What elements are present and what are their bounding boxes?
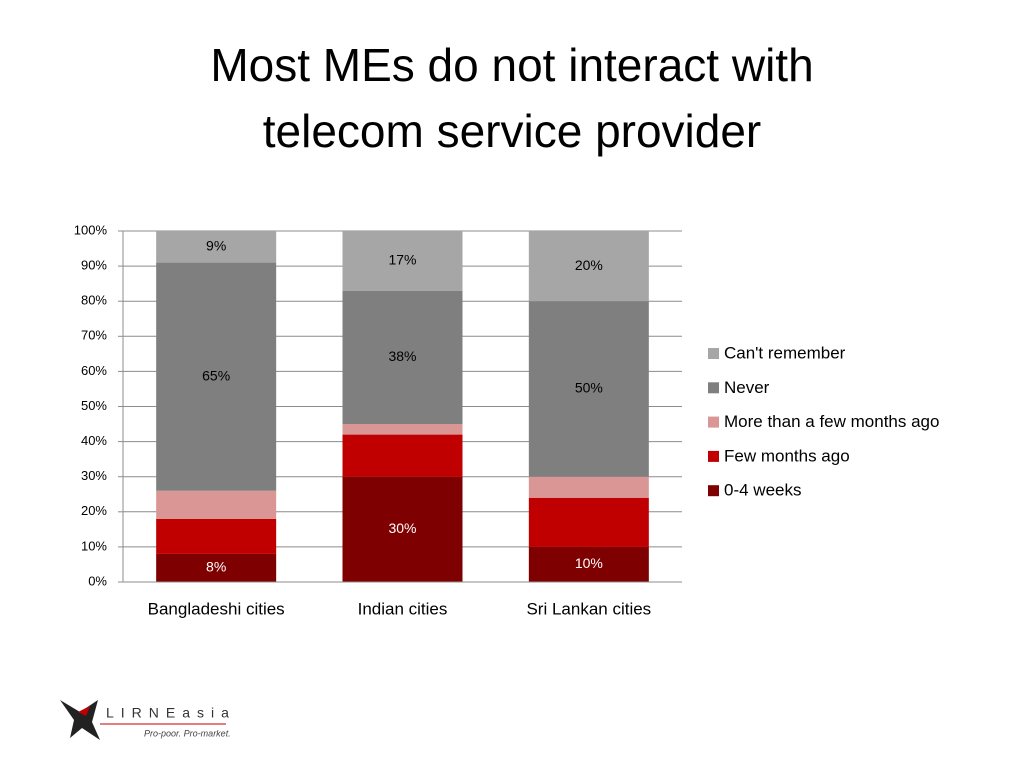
- bar-segment: [528, 497, 649, 547]
- y-tick-label: 0%: [88, 573, 107, 588]
- bar-segment: [528, 231, 649, 302]
- y-tick-label: 80%: [81, 293, 107, 308]
- bar-segment: [156, 518, 277, 554]
- legend-label: Never: [724, 378, 770, 397]
- y-tick-label: 70%: [81, 328, 107, 343]
- x-tick-label: Sri Lankan cities: [526, 599, 651, 618]
- y-tick-label: 50%: [81, 398, 107, 413]
- legend-swatch: [708, 416, 719, 428]
- bar-segment: [342, 434, 463, 477]
- bar-segment: [342, 424, 463, 435]
- bar-segment: [342, 476, 463, 582]
- logo-accent: [78, 706, 90, 716]
- bar-segment: [156, 231, 277, 263]
- legend-swatch: [708, 382, 719, 394]
- bar-segment: [156, 262, 277, 491]
- data-label: 9%: [206, 237, 226, 253]
- legend-label: More than a few months ago: [724, 412, 939, 431]
- legend-swatch: [708, 450, 719, 462]
- chart-title: Most MEs do not interact with telecom se…: [210, 39, 814, 157]
- y-tick-label: 60%: [81, 363, 107, 378]
- y-tick-label: 10%: [81, 538, 107, 553]
- data-label: 8%: [206, 559, 226, 575]
- data-label: 38%: [388, 348, 416, 364]
- x-tick-label: Indian cities: [358, 599, 448, 618]
- legend-swatch: [708, 485, 719, 497]
- legend-swatch: [708, 348, 719, 359]
- logo-mark: [60, 700, 100, 740]
- logo-tagline: Pro-poor. Pro-market.: [144, 728, 231, 738]
- bar-segment: [528, 546, 649, 582]
- logo-name: LIRNEasia: [106, 705, 236, 721]
- x-tick-label: Bangladeshi cities: [148, 599, 285, 618]
- bar-segment: [156, 553, 277, 582]
- data-label: 50%: [575, 380, 603, 396]
- bar-segment: [528, 301, 649, 477]
- legend-label: 0-4 weeks: [724, 481, 801, 500]
- bar-segment: [342, 290, 463, 425]
- data-label: 20%: [575, 257, 603, 273]
- y-tick-label: 30%: [81, 468, 107, 483]
- data-label: 17%: [388, 252, 416, 268]
- data-label: 30%: [388, 520, 416, 536]
- y-tick-label: 20%: [81, 503, 107, 518]
- data-label: 10%: [575, 555, 603, 571]
- y-tick-label: 100%: [74, 222, 108, 237]
- bar-segment: [528, 476, 649, 498]
- bar-segment: [156, 490, 277, 519]
- y-tick-label: 90%: [81, 258, 107, 273]
- data-label: 65%: [202, 367, 230, 383]
- legend-label: Few months ago: [724, 446, 850, 465]
- y-tick-label: 40%: [81, 433, 107, 448]
- bar-segment: [342, 231, 463, 291]
- logo: LIRNEasia Pro-poor. Pro-market.: [60, 700, 236, 740]
- legend-label: Can't remember: [724, 343, 846, 362]
